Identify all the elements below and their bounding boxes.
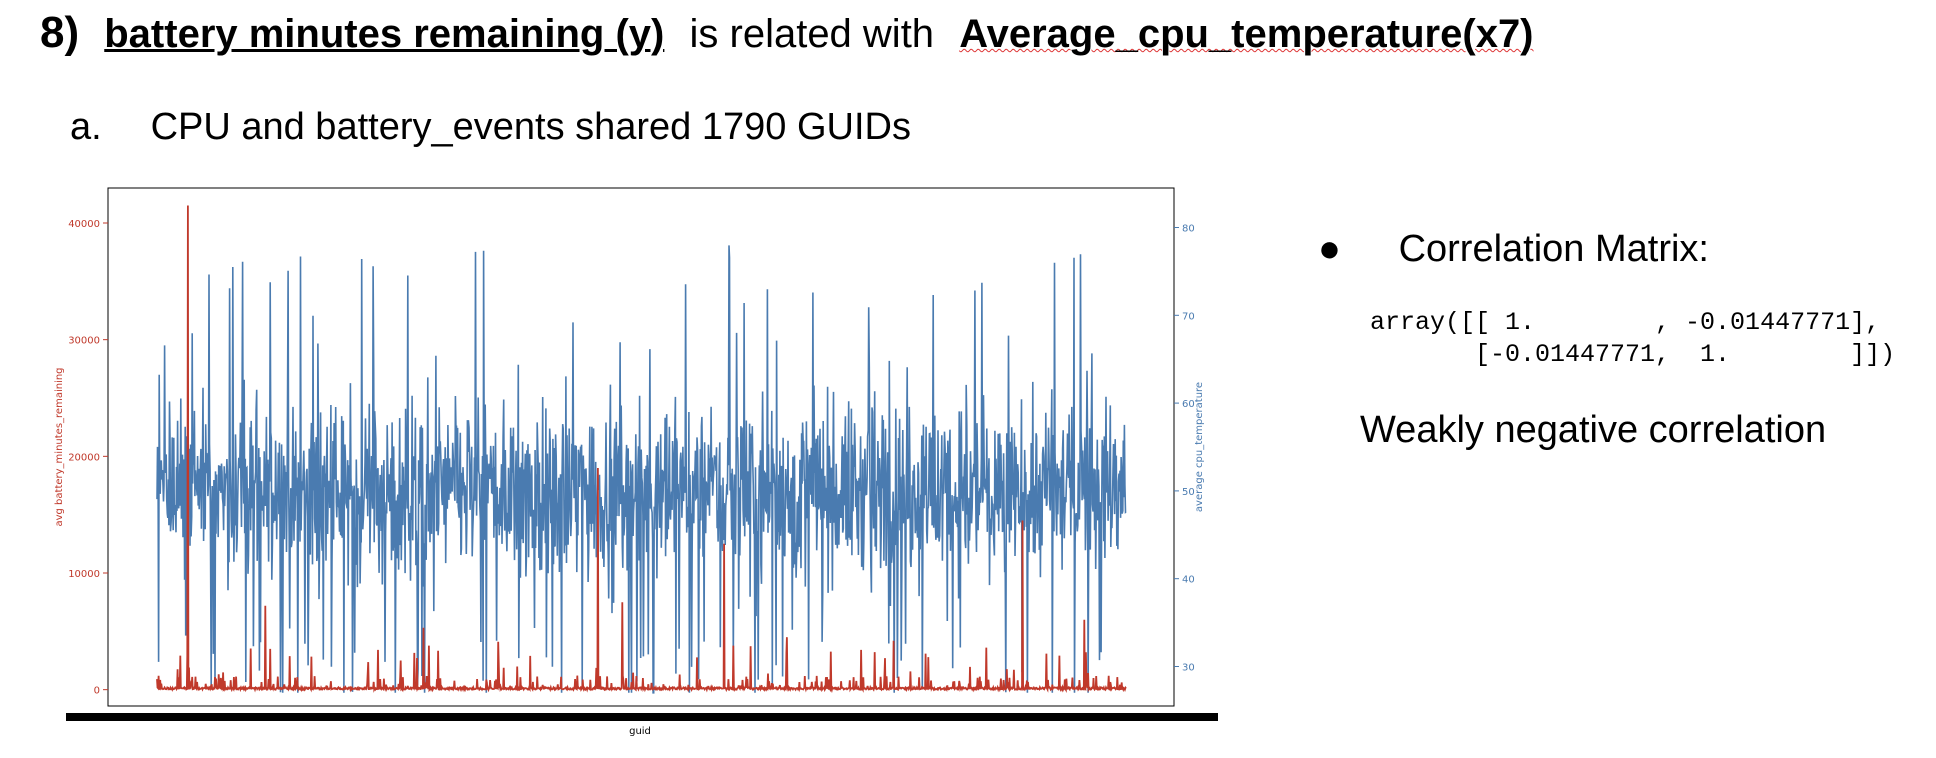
left-y-tick-label: 40000 [68, 219, 100, 230]
right-y-tick-label: 40 [1182, 575, 1195, 586]
subheading-text: CPU and battery_events shared 1790 GUIDs [150, 106, 911, 148]
right-y-tick-label: 70 [1182, 311, 1195, 322]
matrix-line-1: array([[ 1. , -0.01447771], [1370, 308, 1881, 337]
right-y-tick-label: 30 [1182, 662, 1195, 673]
list-marker: a. [70, 106, 102, 148]
right-y-axis: 30 40 50 60 70 80 [1174, 224, 1195, 673]
right-y-tick-label: 80 [1182, 224, 1195, 235]
left-y-axis: 0 10000 20000 30000 40000 [68, 219, 108, 697]
right-y-tick-label: 50 [1182, 487, 1195, 498]
cpu-temperature-series [156, 245, 1127, 694]
title-x-variable: Average_cpu_temperature(x7) [959, 12, 1534, 56]
correlation-matrix: array([[ 1. , -0.01447771], [-0.01447771… [1370, 307, 1928, 371]
right-y-axis-label: average cpu_temperature [1194, 382, 1205, 512]
subheading: a. CPU and battery_events shared 1790 GU… [70, 106, 911, 149]
x-axis-label: guid [629, 726, 651, 737]
slide-title: 8) battery minutes remaining (y) is rela… [40, 8, 1534, 58]
correlation-heading-text: Correlation Matrix: [1398, 228, 1709, 270]
left-y-tick-label: 20000 [68, 452, 100, 463]
matrix-line-2: [-0.01447771, 1. ]]) [1370, 340, 1896, 369]
bullet-icon: ● [1318, 228, 1341, 270]
correlation-panel: ● Correlation Matrix: array([[ 1. , -0.0… [1318, 228, 1928, 452]
right-y-tick-label: 60 [1182, 399, 1195, 410]
left-y-tick-label: 0 [94, 686, 100, 697]
correlation-conclusion: Weakly negative correlation [1360, 409, 1827, 451]
title-y-variable: battery minutes remaining (y) [104, 12, 665, 56]
x-axis-tick-labels-overlap [66, 713, 1218, 721]
left-y-tick-label: 10000 [68, 569, 100, 580]
left-y-tick-label: 30000 [68, 336, 100, 347]
correlation-heading: ● Correlation Matrix: [1318, 228, 1928, 271]
slide-number: 8) [40, 8, 80, 57]
left-y-axis-label: avg battery_minutes_remaining [54, 367, 65, 526]
battery-minutes-series [156, 205, 1127, 694]
title-connector: is related with [689, 12, 935, 56]
